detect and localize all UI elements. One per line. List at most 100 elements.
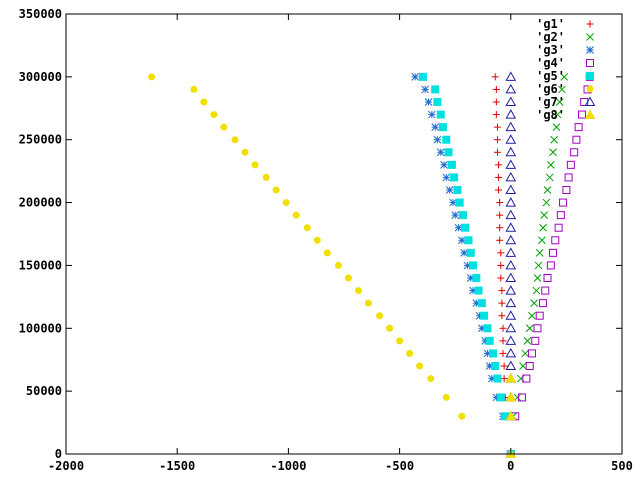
data-point xyxy=(442,135,451,144)
data-point xyxy=(458,236,466,245)
data-point xyxy=(554,223,563,232)
data-point xyxy=(436,148,445,157)
data-point xyxy=(555,98,564,106)
data-point xyxy=(505,347,517,358)
data-point xyxy=(474,286,483,295)
data-point xyxy=(496,236,504,244)
data-point xyxy=(538,236,546,245)
data-point xyxy=(210,111,218,119)
data-point xyxy=(545,173,554,182)
data-point xyxy=(493,136,501,144)
data-point xyxy=(577,110,586,119)
data-point xyxy=(418,72,427,81)
data-point xyxy=(354,287,362,295)
legend-label: 'g1' xyxy=(536,17,565,31)
data-point xyxy=(534,261,543,270)
data-point xyxy=(527,349,536,358)
data-point xyxy=(505,197,517,207)
data-point xyxy=(492,111,500,119)
data-point xyxy=(539,299,548,308)
data-point xyxy=(282,199,290,207)
data-point xyxy=(572,135,581,144)
data-point xyxy=(442,393,450,401)
data-point xyxy=(472,274,481,282)
y-tick-label: 200000 xyxy=(19,196,62,210)
data-point xyxy=(540,211,549,219)
data-point xyxy=(505,259,517,270)
data-point xyxy=(190,85,198,93)
data-point xyxy=(505,391,517,402)
data-point xyxy=(431,85,440,94)
data-point xyxy=(551,236,560,245)
data-point xyxy=(493,123,501,131)
data-point xyxy=(505,373,517,383)
x-tick-label: 0 xyxy=(507,459,514,473)
data-point xyxy=(541,286,550,295)
legend-label: 'g6' xyxy=(536,82,565,96)
data-point xyxy=(231,136,239,144)
data-point xyxy=(406,349,414,357)
y-tick-label: 50000 xyxy=(26,384,62,398)
legend-marker xyxy=(584,96,596,106)
data-point xyxy=(396,337,404,345)
data-point xyxy=(564,173,573,182)
data-point xyxy=(495,173,503,181)
data-point xyxy=(424,98,433,106)
data-point xyxy=(440,161,448,169)
data-point xyxy=(292,211,300,219)
data-point xyxy=(500,375,508,383)
data-point xyxy=(421,85,430,94)
x-tick-label: 500 xyxy=(611,459,633,473)
data-point xyxy=(543,186,552,194)
data-point xyxy=(455,198,464,207)
data-point xyxy=(497,274,505,282)
legend-marker xyxy=(586,59,594,67)
data-point xyxy=(522,374,531,383)
data-point xyxy=(559,198,568,207)
data-point xyxy=(546,161,555,169)
data-point xyxy=(466,248,475,257)
y-tick-label: 150000 xyxy=(19,258,62,272)
data-point xyxy=(543,274,552,282)
data-point xyxy=(558,85,566,94)
data-point xyxy=(220,123,228,131)
data-point xyxy=(453,186,462,194)
data-point xyxy=(552,123,561,131)
series-5 xyxy=(418,72,515,458)
data-point xyxy=(550,135,559,144)
x-tick-label: -2000 xyxy=(48,459,84,473)
data-point xyxy=(498,312,506,320)
data-point xyxy=(546,261,555,270)
legend-label: 'g4' xyxy=(536,56,565,70)
data-point xyxy=(495,161,503,169)
data-point xyxy=(528,311,536,320)
data-point xyxy=(498,299,506,307)
data-point xyxy=(323,249,331,257)
data-point xyxy=(492,98,500,106)
data-point xyxy=(480,311,489,320)
series-1 xyxy=(491,73,514,458)
data-point xyxy=(505,310,517,320)
data-point xyxy=(535,311,544,320)
data-point xyxy=(493,374,502,383)
data-point xyxy=(251,161,259,169)
data-point xyxy=(496,393,505,402)
data-point xyxy=(500,362,508,370)
data-point xyxy=(505,234,517,245)
data-point xyxy=(525,362,534,370)
data-point xyxy=(148,73,156,81)
data-point xyxy=(505,83,517,94)
data-point xyxy=(483,324,492,333)
data-point xyxy=(549,248,558,257)
data-point xyxy=(497,261,505,269)
data-point xyxy=(461,223,470,232)
data-point xyxy=(447,160,456,169)
data-point xyxy=(454,223,463,232)
data-point xyxy=(364,299,372,307)
data-point xyxy=(449,198,457,207)
data-point xyxy=(497,249,505,257)
data-point xyxy=(492,85,500,93)
plot-border xyxy=(65,13,623,455)
data-point xyxy=(505,360,517,370)
data-point xyxy=(496,211,504,219)
